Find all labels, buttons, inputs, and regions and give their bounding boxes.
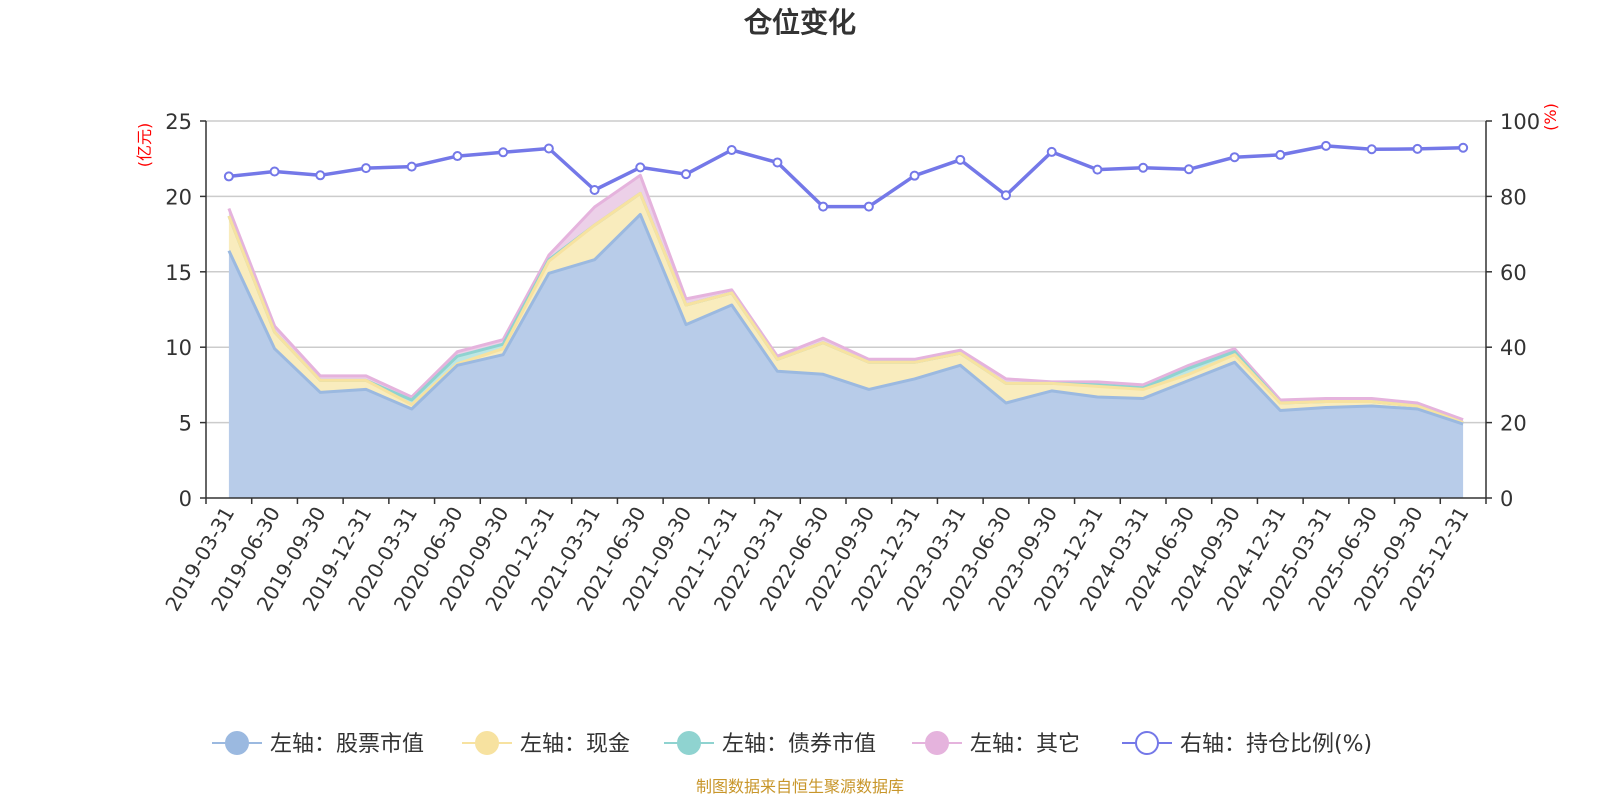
legend-marker [925, 731, 949, 755]
holding-ratio-point [1321, 140, 1331, 151]
holding-ratio-point [1092, 164, 1103, 175]
holding-ratio-point [361, 163, 371, 174]
right-axis-tick-label: 100 [1500, 110, 1540, 134]
area-左轴：现金 [228, 193, 1464, 425]
holding-ratio-point [1275, 149, 1286, 160]
holding-ratio-point [1138, 162, 1149, 173]
right-axis-tick-label: 20 [1500, 412, 1527, 436]
legend-label: 左轴：现金 [520, 732, 630, 757]
holding-ratio-point [726, 145, 737, 156]
holding-ratio-point [681, 169, 691, 180]
holding-ratio-path [228, 144, 1464, 209]
holding-ratio-point [543, 143, 554, 154]
legend-label: 左轴：股票市值 [270, 732, 424, 757]
left-axis-tick-label: 15 [165, 261, 192, 285]
data-source-footer: 制图数据来自恒生聚源数据库 [696, 777, 904, 796]
right-axis-tick-label: 40 [1500, 336, 1527, 360]
holding-ratio-point [315, 170, 326, 181]
line-左轴：股票市值 [227, 213, 1464, 426]
left-axis-tick-label: 20 [165, 185, 192, 209]
area-左轴：股票市值 [228, 214, 1464, 498]
line-左轴：现金 [227, 191, 1464, 425]
holding-ratio-point [223, 171, 234, 182]
holding-ratio-point [452, 151, 463, 162]
legend-label: 左轴：债券市值 [722, 732, 876, 757]
chart-title: 仓位变化 [744, 6, 856, 39]
holding-ratio-point [269, 166, 280, 177]
left-axis-tick-label: 0 [179, 487, 192, 511]
legend-marker [475, 731, 499, 755]
right-axis-unit: (%) [1541, 103, 1560, 131]
stacked-areas [227, 173, 1464, 498]
holding-ratio-point [1046, 146, 1057, 157]
holding-ratio-line [223, 140, 1469, 212]
holding-ratio-point [1229, 152, 1240, 163]
holding-ratio-point [1183, 164, 1194, 175]
line-左轴：其它 [227, 173, 1464, 422]
legend-label: 左轴：其它 [970, 732, 1080, 757]
legend-marker [1135, 731, 1159, 755]
legend: 左轴：股票市值 左轴：现金 左轴：债券市值 左轴：其它 右轴：持仓比例(%) [212, 731, 1372, 757]
right-axis-tick-label: 60 [1500, 261, 1527, 285]
holding-ratio-point [863, 201, 874, 212]
legend-marker [225, 731, 249, 755]
right-axis-tick-label: 0 [1500, 487, 1513, 511]
holding-ratio-point [1366, 144, 1377, 155]
left-axis-tick-label: 25 [165, 110, 192, 134]
right-axis-tick-label: 80 [1500, 185, 1527, 209]
holding-ratio-point [955, 154, 966, 165]
holding-ratio-point [1001, 190, 1011, 201]
left-axis-tick-label: 5 [179, 412, 192, 436]
holding-ratio-point [498, 147, 509, 158]
holding-ratio-point [818, 201, 829, 212]
holding-ratio-point [635, 162, 646, 173]
legend-label: 右轴：持仓比例(%) [1180, 732, 1372, 757]
left-axis-tick-label: 10 [165, 336, 192, 360]
holding-ratio-point [1458, 142, 1469, 153]
holding-ratio-point [909, 170, 920, 181]
legend-marker [677, 731, 701, 755]
left-axis-unit: (亿元) [135, 123, 154, 168]
holding-ratio-point [589, 184, 600, 195]
holding-ratio-point [1412, 143, 1423, 154]
holding-ratio-point [406, 161, 417, 172]
holding-ratio-point [772, 157, 783, 168]
